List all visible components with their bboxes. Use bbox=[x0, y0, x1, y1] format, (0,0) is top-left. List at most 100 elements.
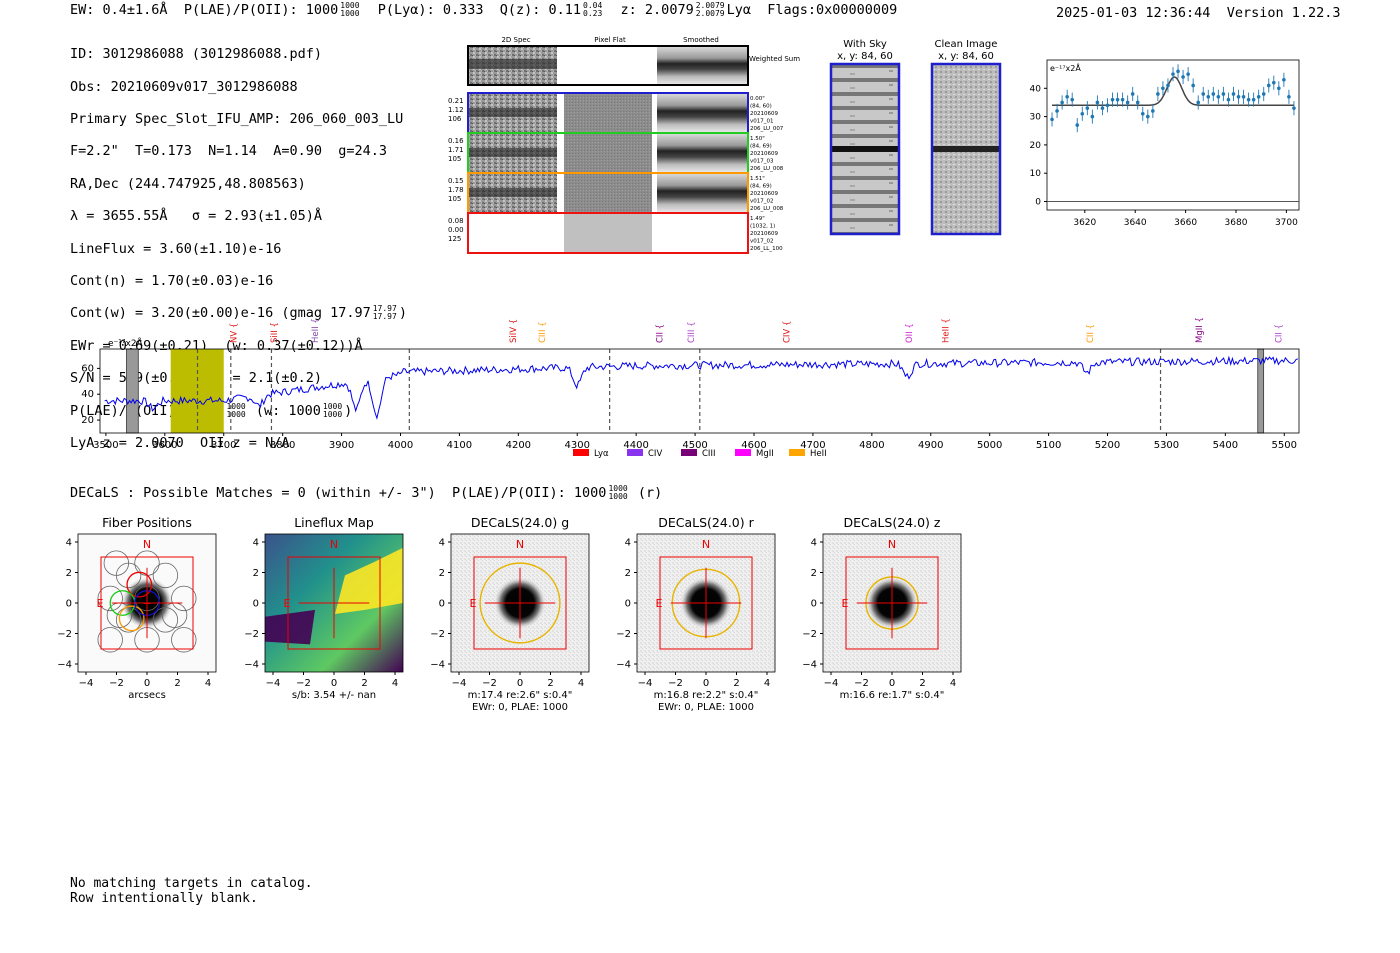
cutout-row-meta: v017_01 bbox=[750, 119, 774, 125]
fiber-orange bbox=[118, 605, 145, 632]
spec-legend-swatch bbox=[627, 449, 643, 456]
panel-caption: m:16.8 re:2.2" s:0.4" bbox=[654, 690, 759, 701]
catalog-notes: No matching targets in catalog. Row inten… bbox=[70, 876, 313, 906]
panel-caption-2: EWr: 0, PLAE: 1000 bbox=[472, 702, 568, 713]
spec-xtick: 3500 bbox=[93, 440, 118, 451]
zoom-point bbox=[1120, 97, 1125, 102]
with-sky-xy: x, y: 84, 60 bbox=[837, 51, 893, 62]
col-header-2dspec: 2D Spec bbox=[501, 36, 530, 44]
panel-ytick: 0 bbox=[66, 599, 72, 610]
panel-ytick: 0 bbox=[625, 599, 631, 610]
full-spectrum-chart: e⁻¹⁷x2Å 20 40 60 3500 3600 3700 3800 3900 4000 410… bbox=[81, 317, 1300, 459]
info-obs: Obs: 20210609v017_3012986088 bbox=[70, 78, 298, 95]
image-panel-title: Fiber Positions bbox=[102, 515, 192, 530]
cutout-row-stat: 1.78 bbox=[448, 186, 464, 194]
plae-frac: 1000 1000 bbox=[340, 1, 360, 18]
cutout-row-stat: 125 bbox=[448, 235, 461, 243]
panel-xtick: 4 bbox=[205, 678, 211, 689]
zoom-point bbox=[1151, 109, 1155, 113]
panel-ytick: −2 bbox=[57, 629, 72, 640]
fiber-red bbox=[126, 571, 153, 598]
zoom-point bbox=[1266, 83, 1271, 88]
panel-ytick: −2 bbox=[430, 629, 445, 640]
zoom-ytick: 40 bbox=[1030, 84, 1042, 94]
z-value: z: 2.0079 bbox=[620, 2, 694, 18]
spec-xtick: 4500 bbox=[682, 440, 707, 451]
plae-value: 1000 bbox=[305, 2, 339, 18]
spec-line-label: HeII { bbox=[941, 318, 951, 343]
zoom-xtick: 3640 bbox=[1124, 218, 1147, 228]
info-slot: Primary Spec_Slot_IFU_AMP: 206_060_003_L… bbox=[70, 110, 404, 127]
cutout-row-meta: 20210609 bbox=[750, 151, 778, 157]
east-marker: E bbox=[97, 597, 104, 610]
spec-xtick: 3600 bbox=[152, 440, 177, 451]
panel-xtick: 4 bbox=[578, 678, 584, 689]
fiber-circle bbox=[171, 627, 197, 653]
panel-ytick: −2 bbox=[802, 629, 817, 640]
search-box bbox=[287, 556, 381, 650]
zoom-point bbox=[1075, 123, 1080, 127]
imaging-panels: Fiber Positions+NE−44−22002−24−4arcsecsL… bbox=[57, 515, 962, 713]
spec-line-label: CII { bbox=[1086, 324, 1096, 343]
cutout-row-meta: 1.49" bbox=[750, 216, 765, 222]
spec-xtick: 5100 bbox=[1036, 440, 1061, 451]
cutout-row-meta: 206_LU_007 bbox=[750, 126, 784, 132]
spec-line-label: SiII { bbox=[270, 322, 280, 343]
spec-xtick: 4000 bbox=[388, 440, 413, 451]
zoom-xtick: 3660 bbox=[1174, 218, 1197, 228]
panel-ytick: 4 bbox=[66, 538, 72, 549]
zoom-point bbox=[1055, 109, 1059, 113]
col-header-smoothed: Smoothed bbox=[683, 36, 719, 44]
cutout-row-stat: 1.12 bbox=[448, 106, 464, 114]
zoom-point bbox=[1130, 92, 1135, 96]
spec-line-label: CII { bbox=[656, 324, 666, 343]
panel-xtick: 2 bbox=[361, 678, 367, 689]
east-marker: E bbox=[470, 597, 477, 610]
panel-caption: arcsecs bbox=[128, 690, 166, 701]
search-box bbox=[100, 556, 194, 650]
zoom-point bbox=[1261, 92, 1266, 96]
plya-value: P(Lyα): 0.333 bbox=[377, 2, 484, 18]
cutout-row-meta: 1.50" bbox=[750, 136, 765, 142]
spec-xtick: 4100 bbox=[447, 440, 472, 451]
zoom-point bbox=[1156, 92, 1160, 96]
image-panel: Lineflux Map N E −4 4 −2 2 0 0 2 −2 4 −4 s/b: 3.54 +/… bbox=[244, 515, 404, 701]
panel-ytick: 2 bbox=[66, 568, 72, 579]
cutout-row-meta: 206_LU_008 bbox=[750, 206, 784, 212]
cutout-row-meta: (84, 69) bbox=[750, 184, 772, 190]
cutout-row-stat: 0.16 bbox=[448, 137, 464, 145]
zoom-point bbox=[1161, 86, 1165, 91]
spec-xtick: 5200 bbox=[1095, 440, 1120, 451]
spec-xtick: 3800 bbox=[270, 440, 295, 451]
zoom-point bbox=[1186, 72, 1190, 76]
version: Version 1.22.3 bbox=[1226, 5, 1341, 21]
east-marker: E bbox=[284, 597, 291, 610]
zoom-point bbox=[1196, 100, 1200, 105]
spec-xtick: 4900 bbox=[918, 440, 943, 451]
ew-value: EW: 0.4±1.6Å bbox=[70, 2, 168, 18]
panel-ytick: 0 bbox=[439, 599, 445, 610]
panel-xtick: 2 bbox=[733, 678, 739, 689]
north-marker: N bbox=[702, 538, 710, 551]
footer-line-2: Row intentionally blank. bbox=[70, 891, 258, 906]
spec-xtick: 4300 bbox=[565, 440, 590, 451]
zoom-ytick: 30 bbox=[1030, 113, 1042, 123]
cutout-row-meta: (84, 60) bbox=[750, 104, 772, 110]
panel-ytick: −4 bbox=[430, 660, 445, 671]
zoom-point bbox=[1070, 97, 1074, 102]
cutout-row-stat: 0.00 bbox=[448, 226, 464, 234]
panel-caption: s/b: 3.54 +/- nan bbox=[292, 690, 376, 701]
panel-caption: m:17.4 re:2.6" s:0.4" bbox=[468, 690, 573, 701]
spec-xtick: 4200 bbox=[506, 440, 531, 451]
panel-xtick: 4 bbox=[764, 678, 770, 689]
zoom-point bbox=[1256, 94, 1261, 99]
zoom-point bbox=[1065, 94, 1069, 99]
zoom-fit-curve bbox=[1052, 76, 1294, 107]
image-panel-title: DECaLS(24.0) r bbox=[658, 515, 754, 530]
cutout-smoothed bbox=[657, 94, 747, 132]
zoom-point bbox=[1231, 92, 1236, 96]
spec-xtick: 5400 bbox=[1213, 440, 1238, 451]
